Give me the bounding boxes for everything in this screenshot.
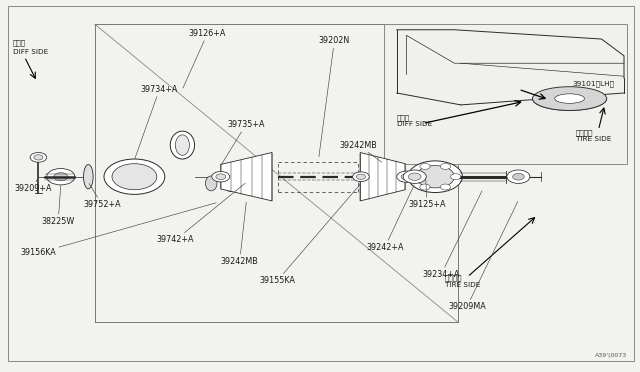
Bar: [384, 24, 627, 164]
Circle shape: [47, 169, 75, 185]
Text: タイヤ側: タイヤ側: [445, 274, 462, 280]
Circle shape: [410, 174, 420, 180]
Circle shape: [353, 172, 369, 182]
Ellipse shape: [84, 164, 93, 189]
Circle shape: [440, 184, 451, 190]
Ellipse shape: [416, 166, 454, 188]
Circle shape: [513, 173, 524, 180]
Ellipse shape: [408, 161, 463, 193]
Circle shape: [216, 174, 226, 180]
Text: 39101（LH）: 39101（LH）: [573, 80, 615, 87]
Circle shape: [397, 171, 416, 182]
Ellipse shape: [112, 164, 157, 190]
Ellipse shape: [175, 135, 189, 155]
Text: 39234+A: 39234+A: [422, 191, 482, 279]
Ellipse shape: [532, 87, 607, 110]
Circle shape: [30, 153, 47, 162]
Polygon shape: [221, 153, 272, 201]
Text: A39'(0073: A39'(0073: [595, 353, 627, 358]
Text: 39735+A: 39735+A: [221, 120, 265, 164]
Text: タイヤ側: タイヤ側: [576, 129, 593, 135]
Circle shape: [212, 171, 230, 182]
Text: 39242MB: 39242MB: [339, 141, 381, 162]
Text: DIFF SIDE: DIFF SIDE: [13, 49, 48, 55]
Text: 39752+A: 39752+A: [83, 183, 121, 209]
Text: 39742+A: 39742+A: [157, 183, 245, 244]
Ellipse shape: [205, 176, 217, 191]
Text: 39209+A: 39209+A: [14, 178, 52, 193]
Text: 39125+A: 39125+A: [408, 178, 446, 209]
Circle shape: [408, 173, 421, 180]
Text: 39156KA: 39156KA: [20, 203, 216, 257]
Circle shape: [440, 163, 451, 169]
Polygon shape: [360, 153, 405, 201]
Ellipse shape: [555, 94, 584, 103]
Circle shape: [507, 170, 530, 183]
Circle shape: [451, 174, 461, 180]
Text: 38225W: 38225W: [42, 186, 75, 226]
Text: 39202N: 39202N: [319, 36, 350, 157]
Ellipse shape: [104, 159, 165, 194]
Text: 39242+A: 39242+A: [366, 185, 414, 252]
Ellipse shape: [170, 131, 195, 159]
Circle shape: [401, 174, 412, 180]
Text: 39209MA: 39209MA: [448, 201, 518, 311]
Text: DIFF SIDE: DIFF SIDE: [397, 122, 432, 128]
Circle shape: [403, 170, 426, 183]
Text: デフ側: デフ側: [13, 40, 26, 46]
Text: 39155KA: 39155KA: [259, 185, 360, 285]
Circle shape: [420, 184, 430, 190]
Circle shape: [34, 155, 43, 160]
Text: 39734+A: 39734+A: [135, 85, 178, 158]
Circle shape: [420, 163, 430, 169]
Text: TIRE SIDE: TIRE SIDE: [445, 282, 480, 288]
Text: TIRE SIDE: TIRE SIDE: [576, 137, 611, 142]
Text: デフ側: デフ側: [397, 114, 410, 121]
Circle shape: [54, 173, 68, 181]
Ellipse shape: [226, 180, 235, 192]
Text: 39126+A: 39126+A: [183, 29, 226, 88]
Text: 39242MB: 39242MB: [221, 202, 259, 266]
Circle shape: [356, 174, 365, 179]
